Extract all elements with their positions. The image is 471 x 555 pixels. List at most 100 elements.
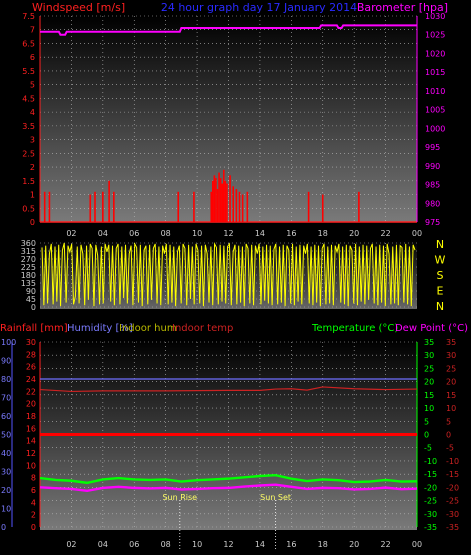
rainfall-tick-label: 24 — [26, 375, 36, 384]
compass-label: S — [437, 269, 444, 282]
indoor-temp-tick-label: 5 — [446, 417, 451, 426]
windspeed-tick-label: 3.5 — [22, 122, 35, 131]
rainfall-tick-label: 4 — [31, 498, 36, 507]
rainfall-tick-label: 22 — [26, 387, 36, 396]
compass-label: N — [436, 300, 444, 313]
wind-direction-tick-label: 0 — [31, 303, 36, 312]
x-tick-label: 10 — [192, 229, 202, 238]
indoor-temp-tick-label: -30 — [446, 510, 459, 519]
windspeed-tick-label: 7.5 — [22, 12, 35, 21]
windspeed-tick-label: 1 — [30, 191, 35, 200]
x-tick-label: 14 — [255, 229, 265, 238]
compass-label: N — [436, 238, 444, 251]
humidity-tick-label: 20 — [1, 486, 11, 495]
x-tick-label: 12 — [223, 229, 233, 238]
x-tick-label: 16 — [286, 229, 296, 238]
x-tick-label: 02 — [66, 229, 76, 238]
temperature-tick-label: -15 — [424, 470, 437, 479]
indoor-temp-tick-label: 0 — [446, 431, 451, 440]
rainfall-tick-label: 14 — [26, 437, 36, 446]
windspeed-tick-label: 6 — [30, 53, 35, 62]
windspeed-tick-label: 0.5 — [22, 204, 35, 213]
humidity-tick-label: 50 — [1, 431, 11, 440]
x-tick-label: 20 — [349, 229, 359, 238]
barometer-tick-label: 1000 — [425, 124, 445, 133]
humidity-tick-label: 80 — [1, 375, 11, 384]
barometer-tick-labels: 975 980 985 990 995 1000 1005 1010 1015 1020 1025 1… — [425, 12, 445, 227]
windspeed-tick-label: 4 — [30, 108, 35, 117]
humidity-tick-label: 40 — [1, 449, 11, 458]
sunset-label: Sun Set — [260, 493, 291, 502]
x-tick-label: 10 — [192, 540, 202, 549]
indoor-temp-tick-label: -35 — [446, 523, 459, 532]
x-tick-label: 08 — [161, 540, 171, 549]
indoor-hum-axis-label: Indoor hum — [119, 323, 177, 334]
temperature-tick-label: -30 — [424, 510, 437, 519]
windspeed-tick-labels: 0 0.5 1 1.5 2 2.5 3 3.5 4 4.5 5 5.5 6 6.5 7 7.5 — [22, 12, 35, 227]
series-line — [39, 386, 418, 393]
x-tick-label: 04 — [98, 540, 108, 549]
indoor-temp-tick-label: -20 — [446, 483, 459, 492]
humidity-tick-labels: 0 10 20 30 40 50 60 70 80 90 100 — [1, 338, 16, 532]
rainfall-tick-label: 10 — [26, 461, 36, 470]
temperature-tick-label: -10 — [424, 457, 437, 466]
wind-direction-tick-label: 135 — [21, 279, 36, 288]
temperature-tick-labels: -35 -30 -25 -20 -15 -10 -5 0 5 10 15 20 25 30 35 — [424, 338, 437, 532]
barometer-tick-label: 1025 — [425, 31, 445, 40]
windspeed-tick-label: 7 — [30, 26, 35, 35]
temperature-tick-label: -20 — [424, 483, 437, 492]
humidity-tick-label: 60 — [1, 412, 11, 421]
temperature-axis-label: Temperature (°C) — [311, 323, 398, 334]
x-tick-label: 22 — [380, 540, 390, 549]
indoor-temp-tick-label: 25 — [446, 364, 456, 373]
barometer-tick-label: 990 — [425, 162, 440, 171]
wind-direction-tick-label: 270 — [21, 255, 36, 264]
rainfall-tick-label: 26 — [26, 363, 36, 372]
sunrise-label: Sun Rise — [162, 493, 197, 502]
windspeed-tick-label: 5 — [30, 81, 35, 90]
barometer-tick-label: 1010 — [425, 87, 445, 96]
rainfall-tick-label: 0 — [31, 523, 36, 532]
rainfall-tick-label: 30 — [26, 338, 36, 347]
windspeed-tick-label: 4.5 — [22, 94, 35, 103]
barometer-trace — [40, 24, 417, 36]
temperature-tick-label: -5 — [424, 444, 432, 453]
rainfall-tick-label: 6 — [31, 486, 36, 495]
x-tick-label: 06 — [129, 229, 139, 238]
windspeed-tick-label: 0 — [30, 218, 35, 227]
temperature-tick-label: 10 — [424, 404, 434, 413]
x-tick-label: 08 — [161, 229, 171, 238]
windspeed-axis-label: Windspeed [m/s] — [32, 1, 125, 14]
rainfall-tick-label: 2 — [31, 511, 36, 520]
temperature-x-tick-labels: 02 04 06 08 10 12 14 16 18 20 22 00 — [66, 540, 422, 549]
sun-markers: Sun Rise Sun Set — [162, 493, 291, 550]
temperature-series — [39, 378, 418, 493]
humidity-tick-label: 10 — [1, 505, 11, 514]
indoor-temp-axis-label: Indoor temp — [172, 323, 233, 334]
wind-direction-series — [41, 241, 416, 307]
temperature-tick-label: 25 — [424, 364, 434, 373]
indoor-temp-tick-label: 35 — [446, 338, 456, 347]
indoor-temp-tick-label: 15 — [446, 391, 456, 400]
dewpoint-axis-label: Dew Point (°C) — [395, 323, 468, 334]
temperature-tick-label: 5 — [424, 417, 429, 426]
series-line — [39, 473, 418, 485]
indoor-temp-tick-label: 20 — [446, 378, 456, 387]
x-tick-label: 16 — [286, 540, 296, 549]
barometer-tick-label: 1020 — [425, 49, 445, 58]
x-tick-label: 02 — [66, 540, 76, 549]
windspeed-tick-label: 2 — [30, 163, 35, 172]
x-tick-label: 06 — [129, 540, 139, 549]
barometer-tick-label: 985 — [425, 181, 440, 190]
x-tick-label: 22 — [380, 229, 390, 238]
x-tick-label: 12 — [223, 540, 233, 549]
barometer-tick-label: 1015 — [425, 68, 445, 77]
humidity-tick-label: 90 — [1, 357, 11, 366]
windspeed-tick-label: 6.5 — [22, 39, 35, 48]
wind-direction-tick-label: 360 — [21, 239, 36, 248]
temperature-tick-label: 0 — [424, 431, 429, 440]
x-tick-label: 14 — [255, 540, 265, 549]
